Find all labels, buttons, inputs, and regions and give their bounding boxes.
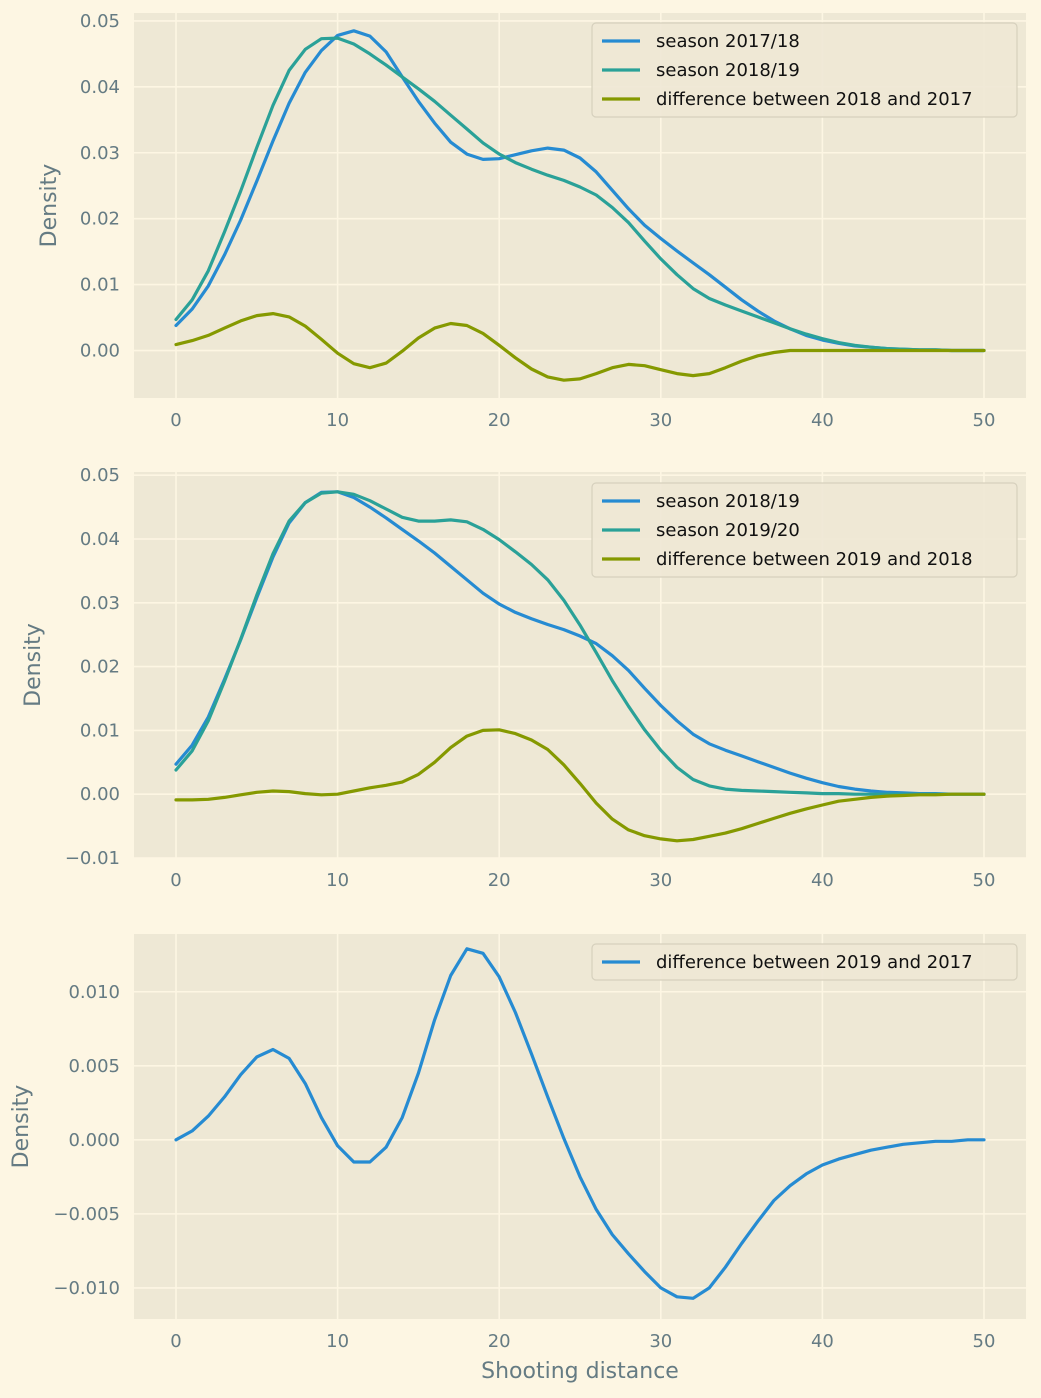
chart-panel-1: 0 10 20 30 40 50 0.00 0.01 0.02 0.03 0.04 0.05 Densi… [37, 11, 1026, 431]
x-tick-label: 0 [170, 410, 181, 431]
y-tick-label: 0.01 [80, 275, 120, 296]
x-tick-label: 40 [811, 410, 834, 431]
x-tick-label: 50 [973, 870, 996, 891]
x-tick-label: 10 [326, 410, 349, 431]
legend-label: difference between 2019 and 2018 [656, 549, 973, 570]
series-line-2 [174, 36, 986, 353]
y-axis-label: Density [21, 623, 46, 707]
x-axis-label: Shooting distance [481, 1359, 679, 1384]
x-tick-label: 10 [326, 1331, 349, 1352]
series-line-3 [174, 728, 986, 843]
series-line-3 [174, 312, 986, 382]
legend-label: difference between 2019 and 2017 [656, 952, 973, 973]
y-tick-label: 0.05 [80, 11, 120, 32]
x-tick-label: 50 [973, 410, 996, 431]
x-tick-label: 10 [326, 870, 349, 891]
x-tick-label: 30 [649, 870, 672, 891]
x-tick-label: 20 [488, 410, 511, 431]
y-tick-label: 0.05 [80, 465, 120, 486]
x-tick-label: 30 [649, 1331, 672, 1352]
y-tick-label: 0.04 [80, 529, 120, 550]
y-tick-label: 0.03 [80, 593, 120, 614]
legend-label: difference between 2018 and 2017 [656, 89, 973, 110]
plot-area [134, 934, 1026, 1319]
legend: difference between 2019 and 2017 [591, 943, 1018, 981]
legend: season 2017/18 season 2018/19 difference b… [591, 22, 1018, 118]
series-line-1 [174, 947, 986, 1300]
x-tick-label: 0 [170, 870, 181, 891]
legend: season 2018/19 season 2019/20 difference b… [591, 482, 1018, 578]
y-tick-label: 0.00 [80, 784, 120, 805]
y-tick-label: −0.010 [53, 1278, 120, 1299]
series-line-2 [174, 490, 986, 796]
y-tick-label: 0.02 [80, 657, 120, 678]
y-axis-label: Density [9, 1085, 34, 1169]
y-tick-label: 0.02 [80, 209, 120, 230]
legend-label: season 2019/20 [656, 520, 800, 541]
legend-box [591, 482, 1018, 578]
chart-panel-3: 0 10 20 30 40 50 −0.010 −0.005 0.000 0.005 0.010 De… [9, 934, 1026, 1384]
y-tick-label: 0.01 [80, 720, 120, 741]
x-tick-label: 50 [973, 1331, 996, 1352]
legend-box [591, 22, 1018, 118]
chart-panel-2: 0 10 20 30 40 50 −0.01 0.00 0.01 0.02 0.03 0.04 0.05… [21, 465, 1026, 891]
y-tick-label: −0.01 [65, 848, 120, 869]
y-axis-label: Density [37, 164, 62, 248]
legend-label: season 2018/19 [656, 491, 800, 512]
y-tick-label: 0.000 [68, 1130, 120, 1151]
y-tick-label: 0.010 [68, 982, 120, 1003]
x-tick-label: 30 [649, 410, 672, 431]
legend-label: season 2018/19 [656, 60, 800, 81]
x-tick-label: 40 [811, 1331, 834, 1352]
y-tick-label: 0.04 [80, 77, 120, 98]
y-tick-label: 0.00 [80, 341, 120, 362]
y-tick-label: −0.005 [53, 1204, 120, 1225]
x-tick-label: 40 [811, 870, 834, 891]
x-tick-label: 20 [488, 870, 511, 891]
y-tick-label: 0.005 [68, 1056, 120, 1077]
x-tick-label: 0 [170, 1331, 181, 1352]
y-tick-label: 0.03 [80, 143, 120, 164]
x-tick-label: 20 [488, 1331, 511, 1352]
legend-label: season 2017/18 [656, 31, 800, 52]
legend-box [591, 943, 1018, 981]
